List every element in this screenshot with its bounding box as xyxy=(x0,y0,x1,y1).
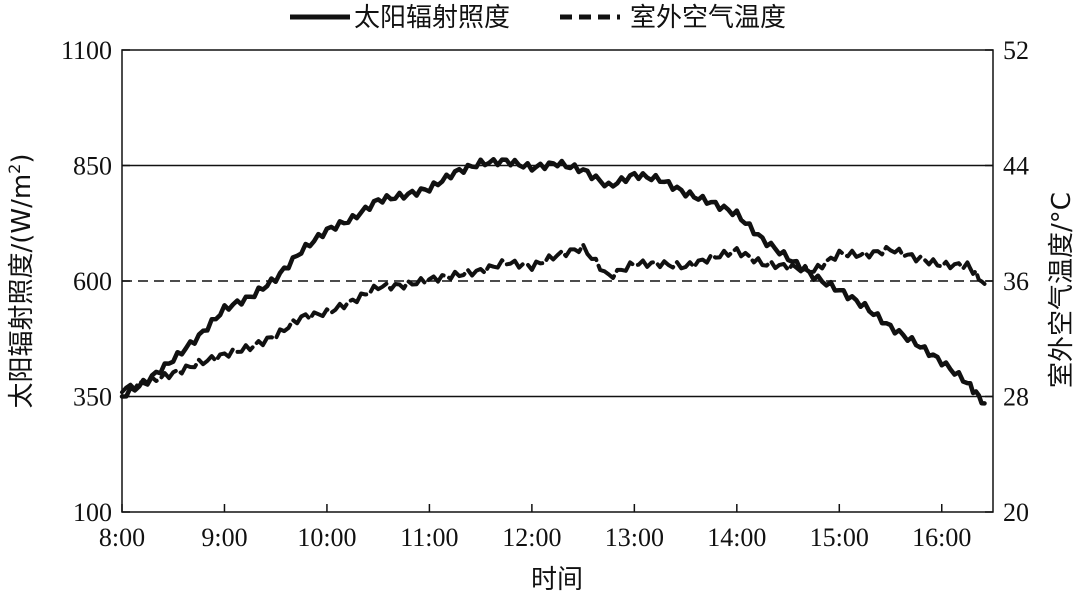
x-axis: 8:00 9:00 10:00 11:00 12:00 13:00 14:00 15:00 16… xyxy=(99,504,971,552)
y-right-tick-label: 52 xyxy=(1003,36,1029,65)
y-left-tick-label: 100 xyxy=(73,498,112,527)
x-tick-label: 15:00 xyxy=(810,523,869,552)
legend: 太阳辐射照度 室外空气温度 xyxy=(290,3,786,33)
y-right-tick-label: 44 xyxy=(1003,152,1029,181)
y-left-tick-label: 1100 xyxy=(61,36,112,65)
legend-label-series-1: 太阳辐射照度 xyxy=(354,3,510,33)
x-tick-label: 16:00 xyxy=(912,523,971,552)
legend-label-series-2: 室外空气温度 xyxy=(630,3,786,33)
x-tick-label: 8:00 xyxy=(99,523,145,552)
x-tick-label: 10:00 xyxy=(297,523,356,552)
series-line-2 xyxy=(120,242,987,395)
y-axis-left: 100 350 600 850 1100 xyxy=(61,36,130,527)
x-tick-label: 12:00 xyxy=(502,523,561,552)
y-left-tick-label: 850 xyxy=(73,152,112,181)
series-layer xyxy=(119,156,987,406)
series-line-1 xyxy=(119,156,987,406)
y-axis-right-title: 室外空气温度/°C xyxy=(1047,192,1077,388)
gridlines xyxy=(122,164,993,398)
y-axis-right: 20 28 36 44 52 xyxy=(985,36,1029,527)
y-right-tick-label: 20 xyxy=(1003,498,1029,527)
x-tick-label: 9:00 xyxy=(201,523,247,552)
y-axis-left-title: 太阳辐射照度/(W/m2) xyxy=(5,153,37,408)
x-axis-title: 时间 xyxy=(531,565,583,594)
y-right-tick-label: 28 xyxy=(1003,383,1029,412)
x-tick-label: 14:00 xyxy=(707,523,766,552)
y-left-tick-label: 600 xyxy=(73,267,112,296)
x-tick-label: 11:00 xyxy=(400,523,458,552)
y-right-tick-label: 36 xyxy=(1003,267,1029,296)
x-tick-label: 13:00 xyxy=(605,523,664,552)
y-left-tick-label: 350 xyxy=(73,383,112,412)
